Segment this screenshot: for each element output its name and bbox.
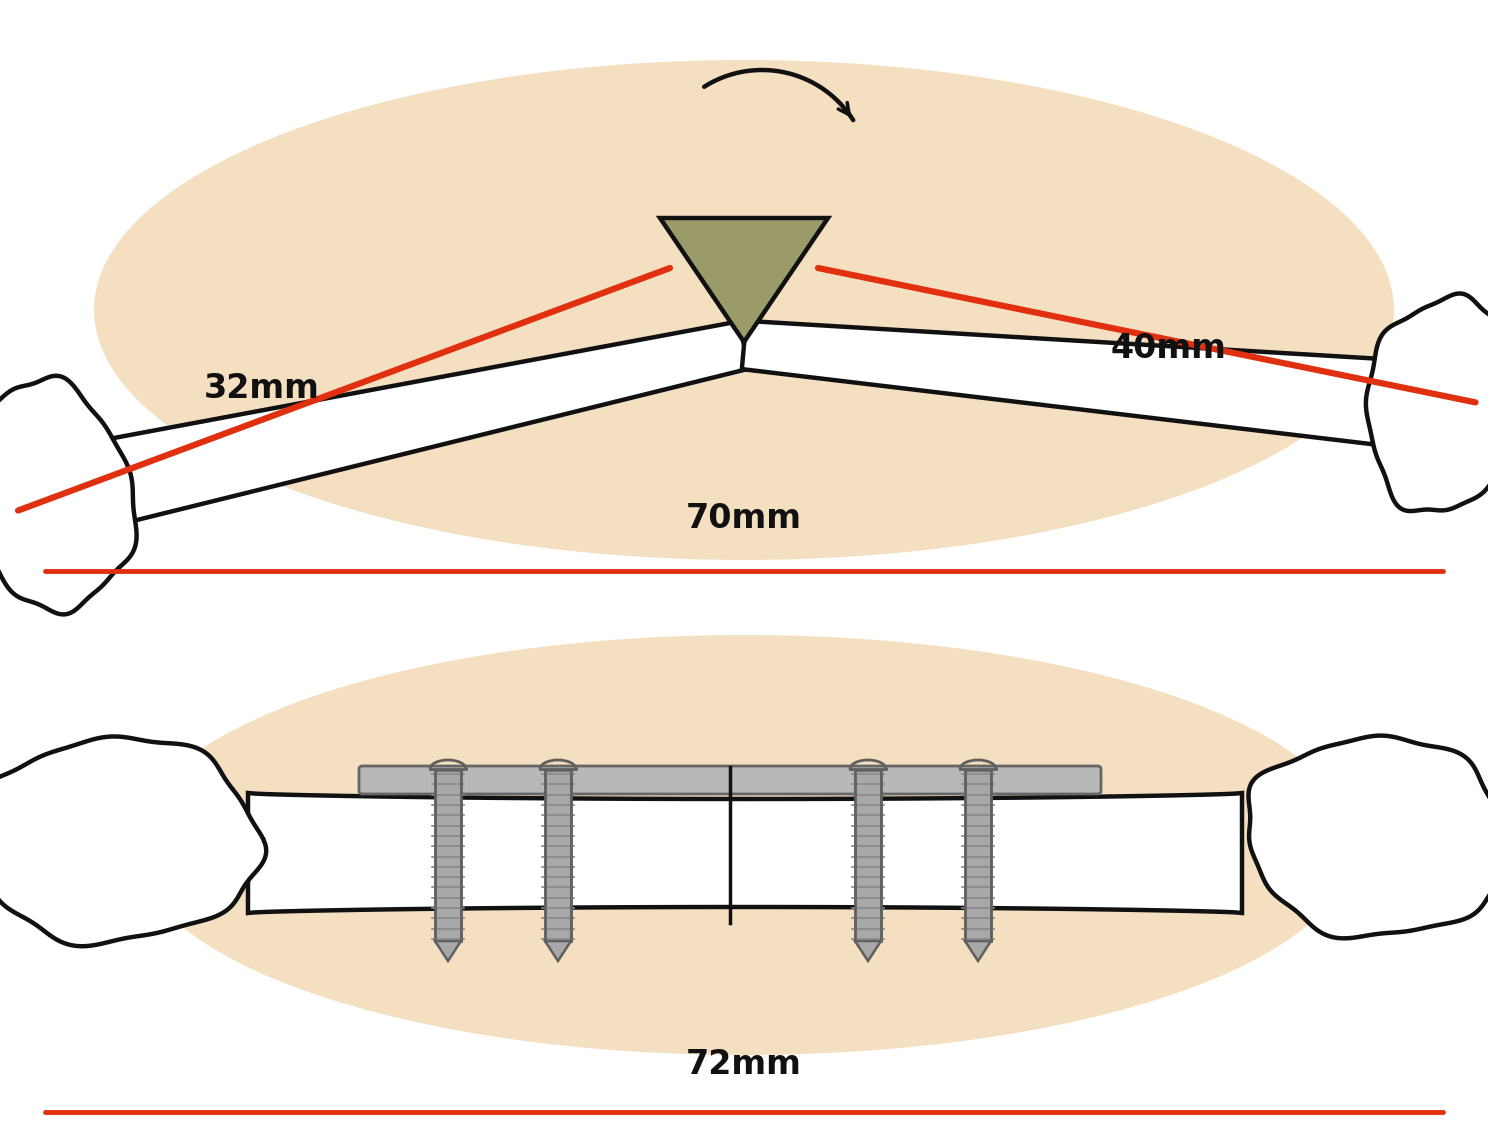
Polygon shape [545,941,571,961]
Text: 40mm: 40mm [1110,331,1226,364]
Text: 70mm: 70mm [686,502,802,534]
Polygon shape [856,941,881,961]
FancyBboxPatch shape [359,766,1101,794]
Polygon shape [1248,736,1488,939]
Ellipse shape [94,60,1394,560]
Ellipse shape [134,635,1354,1055]
Polygon shape [434,941,461,961]
Polygon shape [545,770,571,941]
Polygon shape [966,770,991,941]
Polygon shape [1366,293,1488,511]
Polygon shape [856,770,881,941]
Polygon shape [0,376,137,614]
Text: 72mm: 72mm [686,1049,802,1082]
Polygon shape [966,941,991,961]
Polygon shape [434,770,461,941]
Polygon shape [743,321,1420,449]
Polygon shape [248,793,1242,913]
Polygon shape [0,737,266,947]
Polygon shape [661,218,827,342]
Text: 32mm: 32mm [204,371,320,405]
Polygon shape [65,321,748,533]
